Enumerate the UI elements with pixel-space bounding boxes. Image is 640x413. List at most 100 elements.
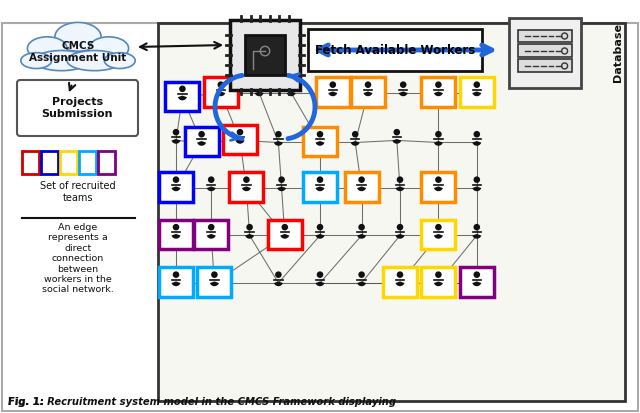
Ellipse shape [28,37,67,60]
FancyBboxPatch shape [60,150,77,173]
FancyBboxPatch shape [383,267,417,297]
FancyBboxPatch shape [421,267,456,297]
Text: Projects
Submission: Projects Submission [42,97,113,119]
Circle shape [358,271,365,278]
Wedge shape [207,186,216,191]
Circle shape [474,176,480,183]
FancyBboxPatch shape [460,267,494,297]
FancyBboxPatch shape [22,150,38,173]
FancyBboxPatch shape [421,77,456,107]
Wedge shape [216,91,225,96]
Circle shape [358,224,365,230]
FancyBboxPatch shape [351,77,385,107]
Circle shape [317,176,323,183]
Wedge shape [328,91,337,96]
Wedge shape [396,186,404,191]
Text: Database: Database [613,24,623,83]
Circle shape [435,131,442,138]
Wedge shape [472,141,481,146]
Wedge shape [392,139,401,144]
Circle shape [397,271,403,278]
Circle shape [474,224,480,230]
FancyBboxPatch shape [509,18,581,88]
Wedge shape [399,91,408,96]
Circle shape [208,176,214,183]
Circle shape [435,176,442,183]
FancyBboxPatch shape [223,125,257,154]
Wedge shape [277,186,286,191]
FancyBboxPatch shape [244,35,285,75]
FancyBboxPatch shape [204,77,238,107]
Circle shape [173,271,179,278]
Circle shape [275,131,282,138]
FancyBboxPatch shape [229,172,264,202]
Wedge shape [274,141,283,146]
Wedge shape [434,141,443,146]
FancyBboxPatch shape [2,23,638,411]
Circle shape [474,131,480,138]
FancyBboxPatch shape [230,20,300,90]
FancyBboxPatch shape [308,29,482,71]
Wedge shape [351,141,360,146]
Ellipse shape [34,50,89,71]
Circle shape [400,81,406,88]
Circle shape [211,271,218,278]
Circle shape [282,224,288,230]
Circle shape [288,81,294,88]
Circle shape [246,224,253,230]
FancyBboxPatch shape [17,80,138,136]
Circle shape [394,129,400,135]
FancyBboxPatch shape [158,23,625,401]
Wedge shape [316,234,324,239]
Wedge shape [472,186,481,191]
FancyBboxPatch shape [184,127,219,157]
Text: Fig. 1:: Fig. 1: [8,397,44,407]
FancyBboxPatch shape [197,267,232,297]
Wedge shape [178,95,187,100]
Wedge shape [434,281,443,286]
FancyBboxPatch shape [165,81,200,111]
FancyBboxPatch shape [159,220,193,249]
Circle shape [317,131,323,138]
FancyBboxPatch shape [79,150,95,173]
FancyBboxPatch shape [316,77,350,107]
Circle shape [256,81,262,88]
Wedge shape [172,139,180,144]
Wedge shape [357,234,366,239]
Circle shape [352,131,358,138]
Circle shape [317,271,323,278]
Wedge shape [280,234,289,239]
Text: Fetch Available Workers: Fetch Available Workers [315,43,475,57]
FancyBboxPatch shape [194,220,228,249]
FancyBboxPatch shape [460,77,494,107]
FancyBboxPatch shape [97,150,115,173]
Wedge shape [172,281,180,286]
Wedge shape [236,139,244,144]
Wedge shape [357,186,366,191]
Circle shape [278,176,285,183]
Wedge shape [316,281,324,286]
Wedge shape [434,91,443,96]
Ellipse shape [104,53,135,69]
Wedge shape [255,91,264,96]
Wedge shape [245,234,254,239]
Wedge shape [207,234,216,239]
FancyBboxPatch shape [421,220,456,249]
Circle shape [237,129,243,135]
FancyBboxPatch shape [518,59,572,72]
Circle shape [173,224,179,230]
Wedge shape [172,186,180,191]
Wedge shape [396,234,404,239]
Circle shape [365,81,371,88]
Text: CMCS
Assignment Unit: CMCS Assignment Unit [29,41,127,63]
Circle shape [179,85,186,92]
Wedge shape [472,281,481,286]
Text: Fig. 1: Recruitment system model in the CMCS Framework displaying: Fig. 1: Recruitment system model in the … [8,397,396,407]
Circle shape [173,129,179,135]
Circle shape [275,271,282,278]
Text: An edge
represents a
direct
connection
between
workers in the
social network.: An edge represents a direct connection b… [42,223,114,294]
Ellipse shape [67,50,122,71]
Circle shape [474,81,480,88]
Text: Set of recruited
teams: Set of recruited teams [40,181,116,203]
FancyBboxPatch shape [303,172,337,202]
